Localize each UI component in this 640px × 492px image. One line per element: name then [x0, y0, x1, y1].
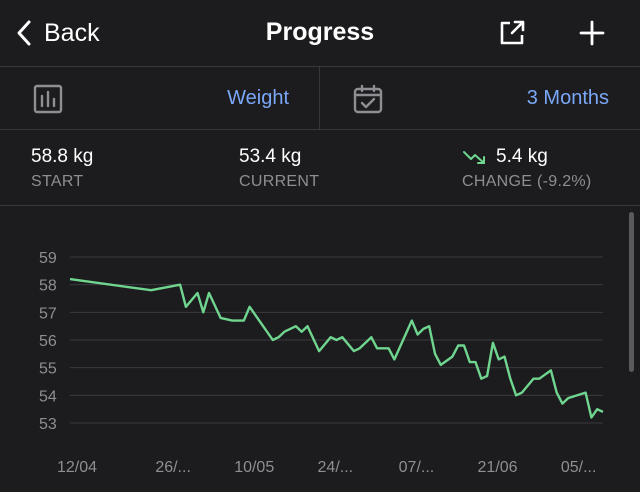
range-selector[interactable]: 3 Months: [320, 67, 640, 129]
navigation-bar: Back Progress: [0, 0, 640, 66]
y-tick-label: 53: [39, 416, 57, 433]
stat-start: 58.8 kg START: [31, 146, 93, 191]
weight-chart: 59 58 57 56 55 54 53 12/04 26/... 10/05 24/... 07/.…: [0, 206, 640, 487]
stats-row: 58.8 kg START 53.4 kg CURRENT 5.4 kg CHA…: [0, 130, 640, 206]
y-tick-label: 54: [39, 388, 57, 405]
line-chart: 59 58 57 56 55 54 53 12/04 26/... 10/05 24/... 07/.…: [39, 250, 604, 476]
current-label: CURRENT: [239, 173, 320, 190]
x-tick-label: 07/...: [399, 459, 435, 476]
metric-selector[interactable]: Weight: [0, 67, 319, 129]
toolbar-divider: [319, 67, 320, 129]
change-value: 5.4 kg: [496, 146, 548, 167]
stat-change: 5.4 kg CHANGE (-9.2%): [462, 146, 592, 191]
x-tick-label: 12/04: [57, 459, 97, 476]
x-tick-label: 26/...: [155, 459, 191, 476]
weight-line: [69, 277, 604, 419]
filter-toolbar: Weight 3 Months: [0, 66, 640, 130]
range-value: 3 Months: [526, 87, 609, 109]
bar-chart-icon: [33, 84, 63, 114]
share-button[interactable]: [494, 16, 530, 50]
start-label: START: [31, 173, 84, 190]
metric-value: Weight: [227, 87, 289, 109]
chevron-left-icon: [17, 20, 31, 46]
x-tick-label: 05/...: [561, 459, 597, 476]
plus-icon: [579, 20, 605, 46]
calendar-icon: [353, 84, 383, 114]
back-button[interactable]: Back: [16, 16, 100, 50]
trend-down-icon: [463, 151, 485, 164]
scrollbar[interactable]: [629, 212, 634, 372]
x-tick-label: 10/05: [234, 459, 274, 476]
y-tick-label: 57: [39, 305, 57, 322]
x-tick-label: 24/...: [318, 459, 354, 476]
add-button[interactable]: [574, 16, 610, 50]
share-icon: [500, 20, 525, 45]
current-value: 53.4 kg: [239, 146, 302, 167]
y-tick-label: 56: [39, 333, 57, 350]
back-label: Back: [44, 18, 100, 47]
change-label: CHANGE (-9.2%): [462, 173, 592, 190]
y-tick-label: 59: [39, 250, 57, 267]
x-tick-label: 21/06: [478, 459, 518, 476]
y-tick-label: 58: [39, 278, 57, 295]
y-tick-label: 55: [39, 361, 57, 378]
stat-current: 53.4 kg CURRENT: [239, 146, 319, 191]
start-value: 58.8 kg: [31, 146, 94, 167]
